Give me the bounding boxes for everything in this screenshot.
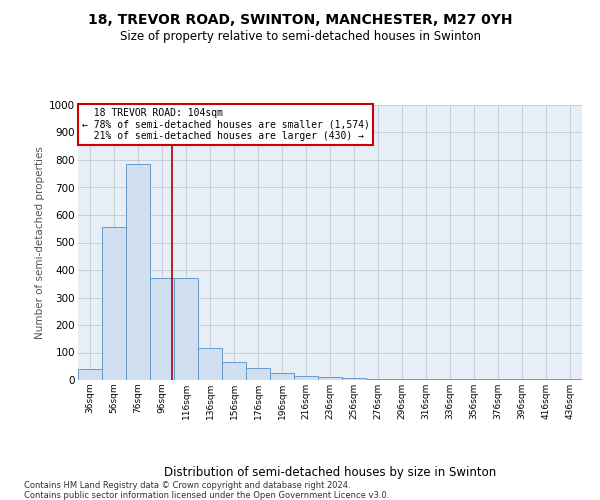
- Y-axis label: Number of semi-detached properties: Number of semi-detached properties: [35, 146, 45, 339]
- Bar: [367, 378, 389, 380]
- Text: 18, TREVOR ROAD, SWINTON, MANCHESTER, M27 0YH: 18, TREVOR ROAD, SWINTON, MANCHESTER, M2…: [88, 12, 512, 26]
- Bar: [415, 378, 437, 380]
- Bar: [535, 378, 557, 380]
- Bar: [295, 376, 317, 380]
- Bar: [559, 378, 581, 380]
- Bar: [487, 378, 509, 380]
- Bar: [247, 368, 269, 380]
- Text: Size of property relative to semi-detached houses in Swinton: Size of property relative to semi-detach…: [119, 30, 481, 43]
- Bar: [79, 369, 101, 380]
- Bar: [199, 348, 221, 380]
- Text: Contains public sector information licensed under the Open Government Licence v3: Contains public sector information licen…: [24, 491, 389, 500]
- Bar: [439, 378, 461, 380]
- Bar: [103, 226, 125, 380]
- Bar: [319, 377, 341, 380]
- Bar: [223, 362, 245, 380]
- Bar: [175, 278, 197, 380]
- Bar: [511, 378, 533, 380]
- Bar: [127, 164, 149, 380]
- Text: Contains HM Land Registry data © Crown copyright and database right 2024.: Contains HM Land Registry data © Crown c…: [24, 481, 350, 490]
- Bar: [271, 373, 293, 380]
- Bar: [391, 378, 413, 380]
- Bar: [343, 378, 365, 380]
- Bar: [151, 278, 173, 380]
- Text: 18 TREVOR ROAD: 104sqm
← 78% of semi-detached houses are smaller (1,574)
  21% o: 18 TREVOR ROAD: 104sqm ← 78% of semi-det…: [82, 108, 370, 141]
- Text: Distribution of semi-detached houses by size in Swinton: Distribution of semi-detached houses by …: [164, 466, 496, 479]
- Bar: [463, 378, 485, 380]
